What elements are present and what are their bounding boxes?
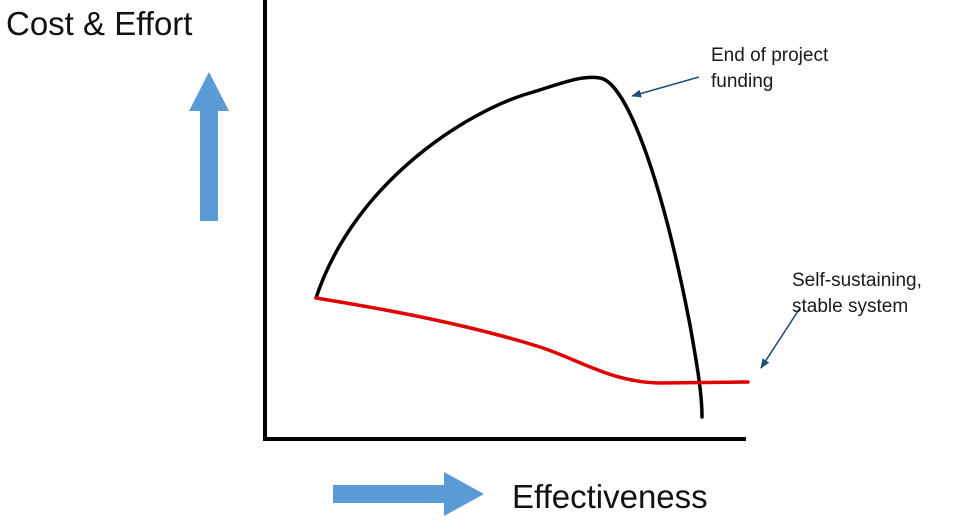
- funding-annotation: End of project funding: [711, 43, 828, 94]
- funding-annotation-line1: End of project: [711, 45, 829, 66]
- funded-effort-curve: [314, 75, 704, 419]
- up-arrow-icon: [189, 72, 229, 221]
- x-axis-title: Effectiveness: [512, 478, 708, 515]
- stable-annotation: Self-sustaining, stable system: [792, 268, 922, 319]
- right-arrow-icon: [333, 472, 484, 516]
- sustaining-curve: [314, 296, 750, 385]
- stable-annotation-line2: stable system: [792, 295, 909, 317]
- funding-annotation-line2: funding: [711, 70, 774, 92]
- stable-annotation-line1: Self-sustaining,: [792, 270, 922, 291]
- funding-annotation-arrow: [631, 76, 700, 98]
- y-axis-title: Cost & Effort: [6, 5, 193, 42]
- stable-annotation-arrow: [760, 307, 801, 369]
